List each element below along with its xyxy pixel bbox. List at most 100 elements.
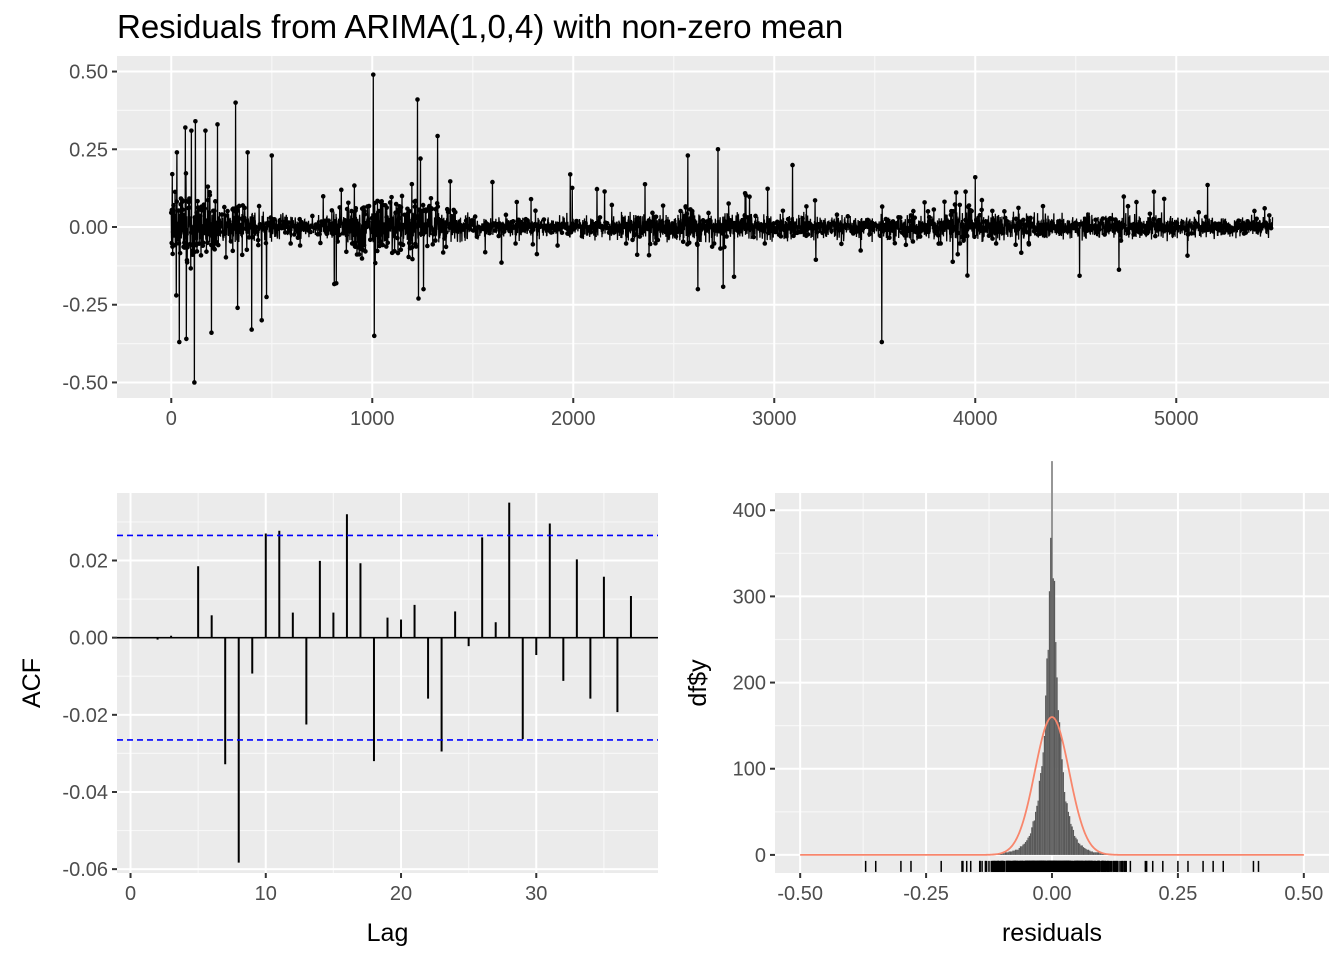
residual-point: [832, 223, 838, 229]
residual-point: [579, 233, 585, 239]
residual-point: [1096, 227, 1102, 232]
residual-point: [664, 219, 670, 224]
histogram-bar: [1029, 833, 1032, 855]
residual-point: [1042, 233, 1048, 238]
residual-point: [222, 204, 227, 210]
histogram-bar: [1099, 853, 1101, 855]
residual-point: [1001, 230, 1006, 236]
residual-point: [1013, 216, 1019, 222]
residual-point: [530, 227, 536, 233]
residual-point: [964, 233, 970, 239]
residual-point: [219, 212, 225, 217]
residual-point: [1002, 209, 1007, 214]
y-tick-label: 100: [733, 759, 766, 781]
residual-point: [317, 231, 322, 237]
residual-point: [463, 218, 469, 224]
residual-point: [246, 235, 252, 240]
residual-point: [427, 221, 433, 227]
residual-point: [392, 248, 397, 254]
histogram-bar: [1051, 461, 1053, 855]
residual-point: [990, 236, 995, 241]
residual-point: [715, 228, 720, 233]
residual-point: [342, 218, 348, 223]
histogram-bar: [1014, 849, 1017, 855]
residual-point: [329, 225, 335, 231]
residual-point: [335, 239, 340, 244]
residual-point: [818, 223, 823, 229]
residual-point: [743, 193, 749, 198]
residual-point: [691, 227, 697, 233]
residual-point: [925, 229, 930, 235]
histogram-bar: [1037, 800, 1039, 855]
residual-point: [771, 221, 776, 226]
residual-point: [1156, 217, 1162, 223]
residual-point: [352, 241, 358, 246]
residual-point: [1187, 223, 1193, 228]
residual-point: [192, 380, 197, 385]
residual-point: [177, 250, 183, 256]
y-tick-label: 300: [733, 586, 766, 608]
residual-point: [353, 206, 359, 211]
residual-point: [172, 242, 178, 248]
histogram-bar: [1046, 658, 1048, 855]
residual-point: [671, 230, 677, 236]
residual-point: [539, 223, 545, 229]
residual-point: [361, 242, 367, 248]
residual-point: [751, 234, 757, 240]
residual-point: [1145, 226, 1151, 231]
residual-point: [1268, 225, 1274, 231]
residual-point: [1212, 221, 1218, 226]
residual-point: [1044, 222, 1050, 227]
residual-point: [959, 234, 965, 240]
residual-point: [708, 224, 713, 229]
residual-point: [263, 240, 269, 246]
residual-point: [1154, 223, 1160, 229]
residual-point: [329, 208, 335, 213]
residual-point: [499, 260, 504, 265]
residual-point: [518, 220, 523, 225]
residual-point: [256, 203, 262, 209]
residual-point: [369, 215, 375, 221]
residual-point: [543, 223, 549, 229]
residual-point: [474, 234, 480, 240]
residual-point: [747, 194, 752, 200]
histogram-bar: [1060, 733, 1062, 855]
residual-point: [588, 229, 594, 235]
residual-point: [412, 204, 418, 210]
residual-point: [609, 202, 615, 208]
residual-point: [400, 223, 406, 229]
residual-point: [762, 241, 768, 246]
residual-point: [1055, 228, 1060, 233]
residual-point: [398, 204, 404, 210]
residual-point: [601, 224, 606, 230]
histogram-bar: [1040, 773, 1042, 855]
residual-point: [399, 193, 405, 199]
residual-point: [512, 225, 518, 230]
histogram-bar: [1033, 820, 1035, 855]
histogram-bar: [1006, 852, 1008, 855]
residual-point: [693, 222, 699, 228]
residual-point: [205, 184, 211, 189]
residual-point: [421, 286, 426, 292]
x-tick-label: -0.50: [777, 883, 823, 905]
residual-point: [244, 221, 250, 227]
residual-point: [266, 223, 272, 228]
residual-point: [414, 214, 420, 219]
residual-point: [366, 203, 372, 209]
histogram-bar: [1050, 537, 1052, 855]
residual-point: [193, 118, 198, 124]
residual-point: [185, 244, 190, 250]
residual-point: [398, 247, 404, 253]
histogram-bar: [1071, 826, 1073, 855]
residual-point: [228, 239, 234, 244]
residual-point: [415, 97, 420, 102]
residual-point: [914, 229, 919, 235]
residual-point: [391, 233, 397, 238]
histogram-bar: [1035, 811, 1037, 855]
residual-point: [941, 220, 946, 226]
residual-point: [767, 229, 773, 234]
residual-point: [731, 274, 737, 280]
residual-point: [628, 223, 634, 229]
residual-point: [456, 227, 462, 233]
residual-point: [384, 214, 389, 220]
